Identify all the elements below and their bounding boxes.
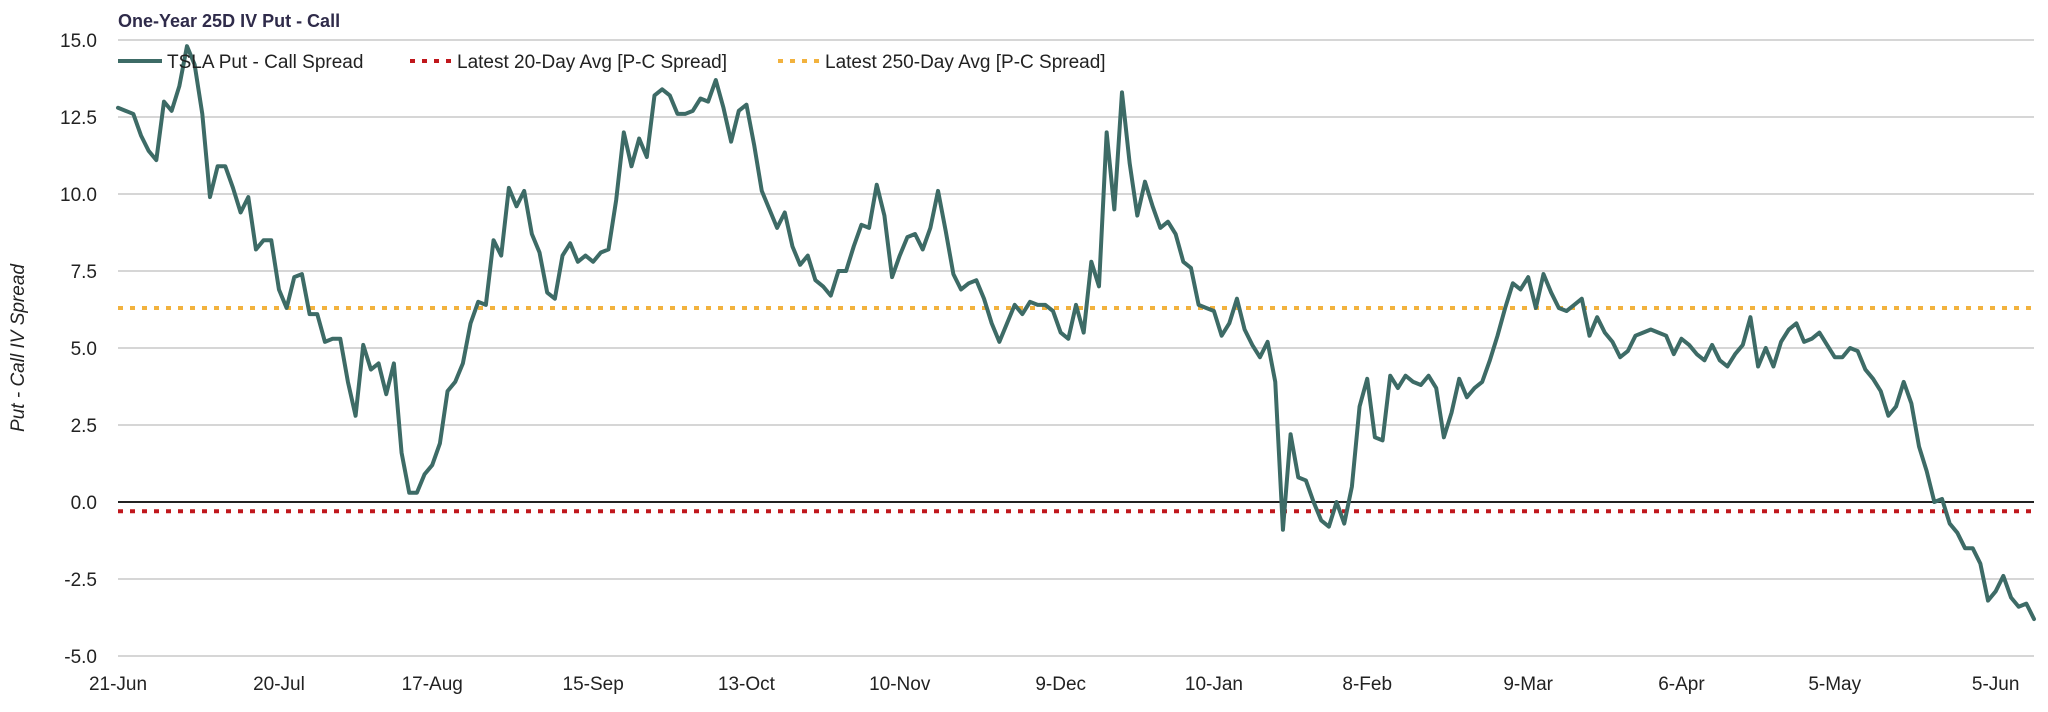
y-tick-label: 12.5 [60, 108, 97, 129]
y-tick-label: 0.0 [71, 493, 97, 514]
legend-label-spread: TSLA Put - Call Spread [167, 52, 363, 73]
x-tick-label: 8-Feb [1342, 674, 1392, 695]
legend-item-spread[interactable]: TSLA Put - Call Spread [118, 52, 363, 73]
y-tick-label: 7.5 [71, 262, 97, 283]
x-tick-label: 15-Sep [563, 674, 624, 695]
gridlines [118, 39, 2034, 657]
x-tick-label: 6-Apr [1658, 674, 1705, 695]
y-axis-label: Put - Call IV Spread [8, 263, 29, 432]
legend-item-250day-avg[interactable]: Latest 250-Day Avg [P-C Spread] [778, 52, 1106, 73]
x-tick-label: 17-Aug [402, 674, 463, 695]
legend-item-20day-avg[interactable]: Latest 20-Day Avg [P-C Spread] [410, 52, 727, 73]
y-tick-label: -5.0 [64, 647, 97, 668]
y-tick-label: 10.0 [60, 185, 97, 206]
y-tick-label: 2.5 [71, 416, 97, 437]
x-tick-label: 5-Jun [1972, 674, 2020, 695]
y-tick-label: 15.0 [60, 31, 97, 52]
reference-lines [118, 305, 2034, 514]
x-tick-label: 5-May [1808, 674, 1861, 695]
x-axis-ticks: 21-Jun 20-Jul 17-Aug 15-Sep 13-Oct 10-Nov 9-De… [89, 674, 2020, 695]
x-tick-label: 9-Dec [1035, 674, 1086, 695]
legend-label-20day-avg: Latest 20-Day Avg [P-C Spread] [457, 52, 727, 73]
chart-title: One-Year 25D IV Put - Call [118, 11, 340, 31]
legend-label-250day-avg: Latest 250-Day Avg [P-C Spread] [825, 52, 1106, 73]
x-tick-label: 21-Jun [89, 674, 147, 695]
y-tick-label: -2.5 [64, 570, 97, 591]
legend: TSLA Put - Call Spread Latest 20-Day Avg… [118, 52, 1106, 73]
x-tick-label: 13-Oct [718, 674, 776, 695]
x-tick-label: 10-Nov [869, 674, 931, 695]
x-tick-label: 10-Jan [1185, 674, 1243, 695]
y-tick-label: 5.0 [71, 339, 97, 360]
x-tick-label: 20-Jul [253, 674, 305, 695]
x-tick-label: 9-Mar [1503, 674, 1553, 695]
series-layer [116, 44, 2036, 622]
series-line-tsla-spread [116, 44, 2036, 622]
y-axis-ticks: 15.0 12.5 10.0 7.5 5.0 2.5 0.0 -2.5 -5.0 [60, 31, 97, 668]
